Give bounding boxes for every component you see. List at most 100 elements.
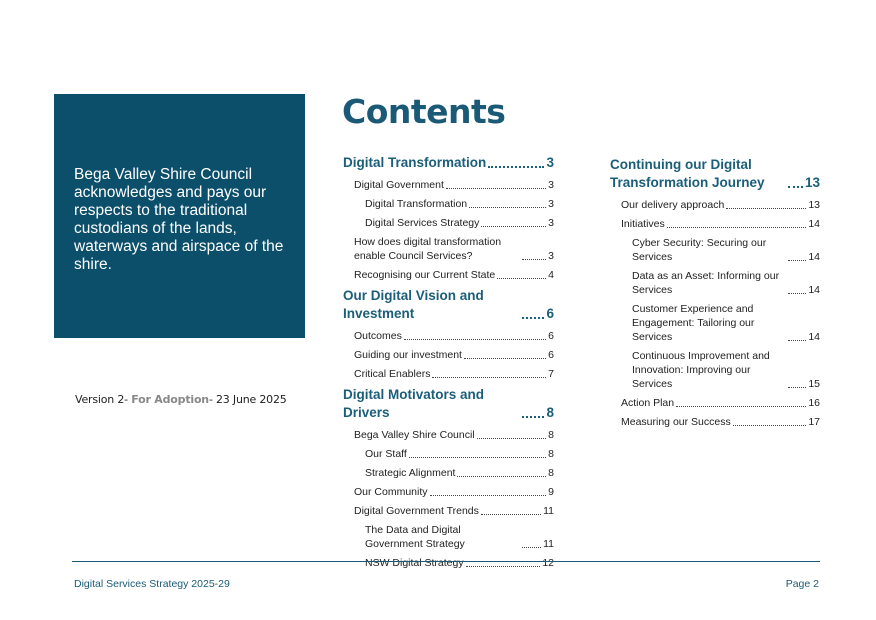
toc-entry-page: 11 bbox=[543, 505, 554, 517]
toc-entry[interactable]: Recognising our Current State 4 bbox=[354, 268, 554, 282]
toc-entry-title: Digital Government bbox=[354, 179, 444, 191]
toc-entry[interactable]: Continuing our Digital Transformation Jo… bbox=[610, 156, 820, 192]
toc-entry-title: Guiding our investment bbox=[354, 349, 462, 361]
toc-dot-leader bbox=[788, 340, 807, 341]
toc-dot-leader bbox=[429, 495, 547, 496]
toc-entry-title: Continuing our Digital Transformation Jo… bbox=[610, 157, 765, 190]
toc-entry-title: Digital Government Trends bbox=[354, 505, 479, 517]
toc-entry[interactable]: Our delivery approach 13 bbox=[621, 198, 820, 212]
toc-entry[interactable]: Action Plan 16 bbox=[621, 396, 820, 410]
toc-entry[interactable]: The Data and Digital Government Strategy… bbox=[365, 523, 554, 551]
toc-entry[interactable]: Digital Government 3 bbox=[354, 178, 554, 192]
toc-entry-title: The Data and Digital Government Strategy bbox=[365, 524, 465, 550]
toc-entry-title: Digital Motivators and Drivers bbox=[343, 387, 485, 420]
toc-entry-title: Bega Valley Shire Council bbox=[354, 429, 475, 441]
toc-dot-leader bbox=[408, 457, 547, 458]
toc-entry-page: 14 bbox=[808, 218, 820, 230]
toc-entry-title: Our Community bbox=[354, 486, 428, 498]
toc-entry[interactable]: Digital Services Strategy 3 bbox=[365, 216, 554, 230]
acknowledgement-text: Bega Valley Shire Council acknowledges a… bbox=[74, 166, 284, 273]
toc-entry-title: Digital Transformation bbox=[365, 198, 468, 210]
toc-entry-page: 15 bbox=[808, 378, 820, 390]
version-prefix: Version 2- bbox=[75, 393, 132, 406]
toc-dot-leader bbox=[463, 358, 547, 359]
toc-entry-page: 8 bbox=[548, 467, 554, 479]
toc-dot-leader bbox=[445, 188, 547, 189]
page-title: Contents bbox=[342, 92, 506, 131]
toc-entry-page: 13 bbox=[804, 175, 820, 190]
toc-entry[interactable]: Customer Experience and Engagement: Tail… bbox=[632, 302, 820, 344]
toc-dot-leader bbox=[726, 208, 807, 209]
toc-entry-title: Our Digital Vision and Investment bbox=[343, 288, 484, 321]
toc-dot-leader bbox=[676, 406, 807, 407]
toc-dot-leader bbox=[457, 476, 547, 477]
toc-entry[interactable]: Our Staff 8 bbox=[365, 447, 554, 461]
toc-entry-title: Strategic Alignment bbox=[365, 467, 456, 479]
toc-entry[interactable]: Outcomes 6 bbox=[354, 329, 554, 343]
toc-entry-title: Initiatives bbox=[621, 218, 665, 230]
version-line: Version 2- For Adoption- 23 June 2025 bbox=[75, 393, 287, 406]
toc-entry-page: 3 bbox=[548, 179, 554, 191]
toc-entry-page: 3 bbox=[548, 217, 554, 229]
toc-entry[interactable]: Digital Government Trends 11 bbox=[354, 504, 554, 518]
toc-entry-title: Critical Enablers bbox=[354, 368, 431, 380]
toc-entry-page: 16 bbox=[808, 397, 820, 409]
toc-entry-title: Customer Experience and Engagement: Tail… bbox=[632, 303, 755, 343]
toc-entry-title: Outcomes bbox=[354, 330, 402, 342]
toc-entry[interactable]: Measuring our Success 17 bbox=[621, 415, 820, 429]
toc-entry-title: Action Plan bbox=[621, 397, 675, 409]
toc-entry-page: 17 bbox=[808, 416, 820, 428]
toc-dot-leader bbox=[788, 186, 803, 188]
toc-entry[interactable]: Cyber Security: Securing our Services 14 bbox=[632, 236, 820, 264]
toc-entry[interactable]: Guiding our investment 6 bbox=[354, 348, 554, 362]
toc-entry-page: 3 bbox=[548, 198, 554, 210]
toc-dot-leader bbox=[403, 339, 547, 340]
acknowledgement-box: Bega Valley Shire Council acknowledges a… bbox=[54, 94, 305, 338]
toc-dot-leader bbox=[465, 566, 541, 567]
toc-entry[interactable]: Critical Enablers 7 bbox=[354, 367, 554, 381]
toc-dot-leader bbox=[788, 293, 807, 294]
version-date: - 23 June 2025 bbox=[208, 393, 287, 406]
toc-entry-page: 12 bbox=[542, 557, 554, 569]
toc-dot-leader bbox=[476, 438, 547, 439]
toc-entry-page: 9 bbox=[548, 486, 554, 498]
toc-entry[interactable]: Digital Motivators and Drivers 8 bbox=[343, 386, 554, 422]
toc-dot-leader bbox=[522, 259, 547, 260]
footer-page-number: Page 2 bbox=[785, 578, 819, 590]
toc-entry-title: Continuous Improvement and Innovation: I… bbox=[632, 350, 770, 390]
toc-dot-leader bbox=[788, 260, 807, 261]
toc-dot-leader bbox=[732, 425, 807, 426]
toc-entry-title: Cyber Security: Securing our Services bbox=[632, 237, 767, 263]
toc-entry-title: Digital Services Strategy bbox=[365, 217, 480, 229]
toc-entry[interactable]: Our Digital Vision and Investment 6 bbox=[343, 287, 554, 323]
footer-divider bbox=[72, 561, 820, 562]
toc-entry-title: Our delivery approach bbox=[621, 199, 725, 211]
toc-dot-leader bbox=[788, 387, 807, 388]
toc-entry-page: 14 bbox=[808, 331, 820, 343]
toc-entry[interactable]: How does digital transformation enable C… bbox=[354, 235, 554, 263]
toc-entry-page: 6 bbox=[548, 349, 554, 361]
version-status: For Adoption bbox=[131, 393, 209, 406]
toc-dot-leader bbox=[497, 278, 547, 279]
toc-entry-page: 3 bbox=[548, 250, 554, 262]
toc-entry-title: NSW Digital Strategy bbox=[365, 557, 464, 569]
toc-entry[interactable]: Digital Transformation 3 bbox=[343, 154, 554, 172]
toc-dot-leader bbox=[522, 317, 545, 319]
toc-entry[interactable]: Strategic Alignment 8 bbox=[365, 466, 554, 480]
toc-entry-title: Our Staff bbox=[365, 448, 407, 460]
toc-entry[interactable]: Continuous Improvement and Innovation: I… bbox=[632, 349, 820, 391]
toc-entry[interactable]: Data as an Asset: Informing our Services… bbox=[632, 269, 820, 297]
toc-entry[interactable]: Digital Transformation 3 bbox=[365, 197, 554, 211]
toc-entry[interactable]: Bega Valley Shire Council 8 bbox=[354, 428, 554, 442]
toc-entry[interactable]: NSW Digital Strategy 12 bbox=[365, 556, 554, 570]
toc-column-2: Continuing our Digital Transformation Jo… bbox=[610, 153, 820, 434]
toc-dot-leader bbox=[469, 207, 547, 208]
toc-dot-leader bbox=[480, 514, 542, 515]
toc-entry-page: 8 bbox=[546, 405, 554, 420]
toc-entry[interactable]: Our Community 9 bbox=[354, 485, 554, 499]
toc-column-1: Digital Transformation 3 Digital Governmen… bbox=[343, 151, 554, 575]
toc-dot-leader bbox=[488, 166, 545, 168]
footer-document-title: Digital Services Strategy 2025-29 bbox=[74, 578, 230, 590]
toc-entry[interactable]: Initiatives 14 bbox=[621, 217, 820, 231]
toc-entry-page: 6 bbox=[548, 330, 554, 342]
